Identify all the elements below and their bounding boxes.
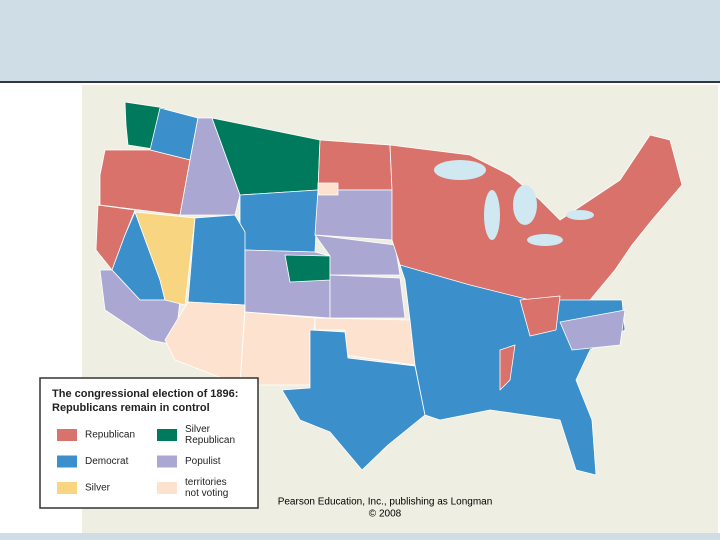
legend-label: Republican [85, 430, 135, 441]
alabama-district [499, 344, 516, 391]
lake-michigan [484, 190, 500, 240]
map [95, 101, 683, 476]
south [399, 264, 626, 476]
legend-swatch [57, 482, 77, 494]
north-dakota [317, 139, 393, 191]
legend-label: Republican [185, 435, 235, 446]
legend-swatch [157, 429, 177, 441]
credit: Pearson Education, Inc., publishing as L… [278, 497, 493, 508]
credit: © 2008 [369, 509, 402, 520]
texas [281, 329, 426, 471]
lake-erie [527, 234, 563, 246]
legend-title: Republicans remain in control [52, 402, 210, 414]
footer-band [0, 533, 720, 540]
legend: The congressional election of 1896: Repub… [52, 388, 238, 499]
kansas [329, 274, 406, 319]
header-band [0, 0, 720, 82]
south-dakota [314, 189, 393, 241]
nebraska [314, 234, 401, 276]
colorado-district [284, 254, 331, 283]
arizona [164, 301, 246, 386]
virginia-district [519, 295, 561, 337]
legend-swatch [57, 429, 77, 441]
wyoming [239, 189, 319, 253]
new-mexico [239, 311, 316, 386]
lake-huron [513, 185, 537, 225]
legend-swatch [57, 455, 77, 468]
utah [187, 214, 246, 306]
legend-label: Populist [185, 456, 221, 467]
legend-label: Democrat [85, 456, 129, 467]
oregon [99, 149, 191, 216]
legend-swatch [157, 482, 177, 494]
legend-label: Silver [185, 424, 211, 435]
north-carolina [559, 309, 626, 351]
territory [317, 182, 339, 196]
nevada [134, 211, 196, 306]
lake-ontario [566, 210, 594, 220]
legend-label: not voting [185, 488, 228, 499]
legend-swatch [157, 455, 177, 468]
lake-superior [434, 160, 486, 180]
legend-label: territories [185, 477, 227, 488]
legend-title: The congressional election of 1896: [52, 388, 238, 400]
legend-label: Silver [85, 483, 111, 494]
